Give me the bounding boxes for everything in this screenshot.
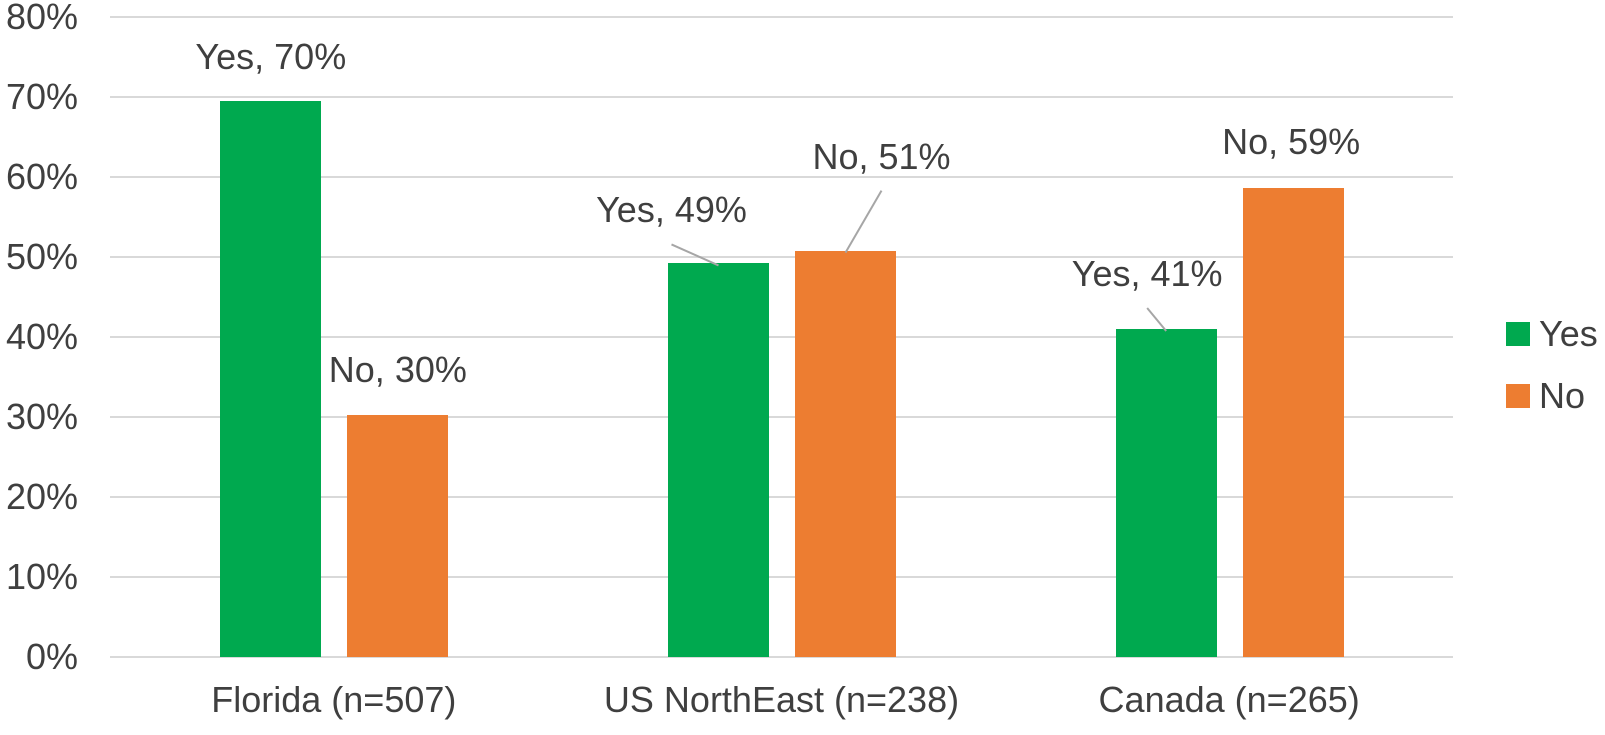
legend-swatch-icon xyxy=(1506,322,1530,346)
gridline xyxy=(110,336,1453,338)
bar-no-3 xyxy=(1242,188,1344,657)
gridline xyxy=(110,96,1453,98)
gridline xyxy=(110,416,1453,418)
data-label-no-3: No, 59% xyxy=(1222,121,1361,163)
y-axis-tick-label: 0% xyxy=(25,636,78,677)
data-label-no-1: No, 30% xyxy=(328,348,467,390)
x-axis-label-3: Canada (n=265) xyxy=(1098,679,1360,720)
legend-item-no: No xyxy=(1506,374,1598,418)
y-axis-tick-label: 40% xyxy=(5,316,78,357)
gridline xyxy=(110,16,1453,18)
x-axis-label-2: US NorthEast (n=238) xyxy=(603,679,960,720)
legend-item-yes: Yes xyxy=(1506,312,1598,356)
gridline xyxy=(110,176,1453,178)
gridline xyxy=(110,256,1453,258)
gridline xyxy=(110,656,1453,658)
bar-yes-3 xyxy=(1115,329,1217,657)
y-axis-tick-label: 10% xyxy=(5,556,78,597)
data-label-yes-2: Yes, 49% xyxy=(596,189,747,231)
y-axis-tick-label: 50% xyxy=(5,236,78,277)
y-axis-tick-label: 30% xyxy=(5,396,78,437)
leader-line xyxy=(844,190,883,254)
gridline xyxy=(110,496,1453,498)
leader-line xyxy=(671,243,719,267)
legend-label: Yes xyxy=(1539,313,1598,354)
y-axis-tick-label: 20% xyxy=(5,476,78,517)
legend-swatch-icon xyxy=(1506,384,1530,408)
bar-no-1 xyxy=(347,414,449,657)
data-label-no-2: No, 51% xyxy=(812,135,951,177)
bar-no-2 xyxy=(795,250,896,657)
y-axis-tick-label: 60% xyxy=(5,156,78,197)
data-label-yes-1: Yes, 70% xyxy=(195,36,347,77)
x-axis-label-1: Florida (n=507) xyxy=(211,679,457,720)
legend-label: No xyxy=(1539,375,1586,416)
bar-yes-2 xyxy=(668,263,769,657)
gridline xyxy=(110,576,1453,578)
y-axis-tick-label: 80% xyxy=(5,0,78,37)
bar-yes-1 xyxy=(220,101,322,657)
y-axis-tick-label: 70% xyxy=(5,76,78,117)
leader-line xyxy=(1146,307,1167,332)
legend: Yes No xyxy=(1506,312,1598,436)
data-label-yes-3: Yes, 41% xyxy=(1071,253,1223,294)
